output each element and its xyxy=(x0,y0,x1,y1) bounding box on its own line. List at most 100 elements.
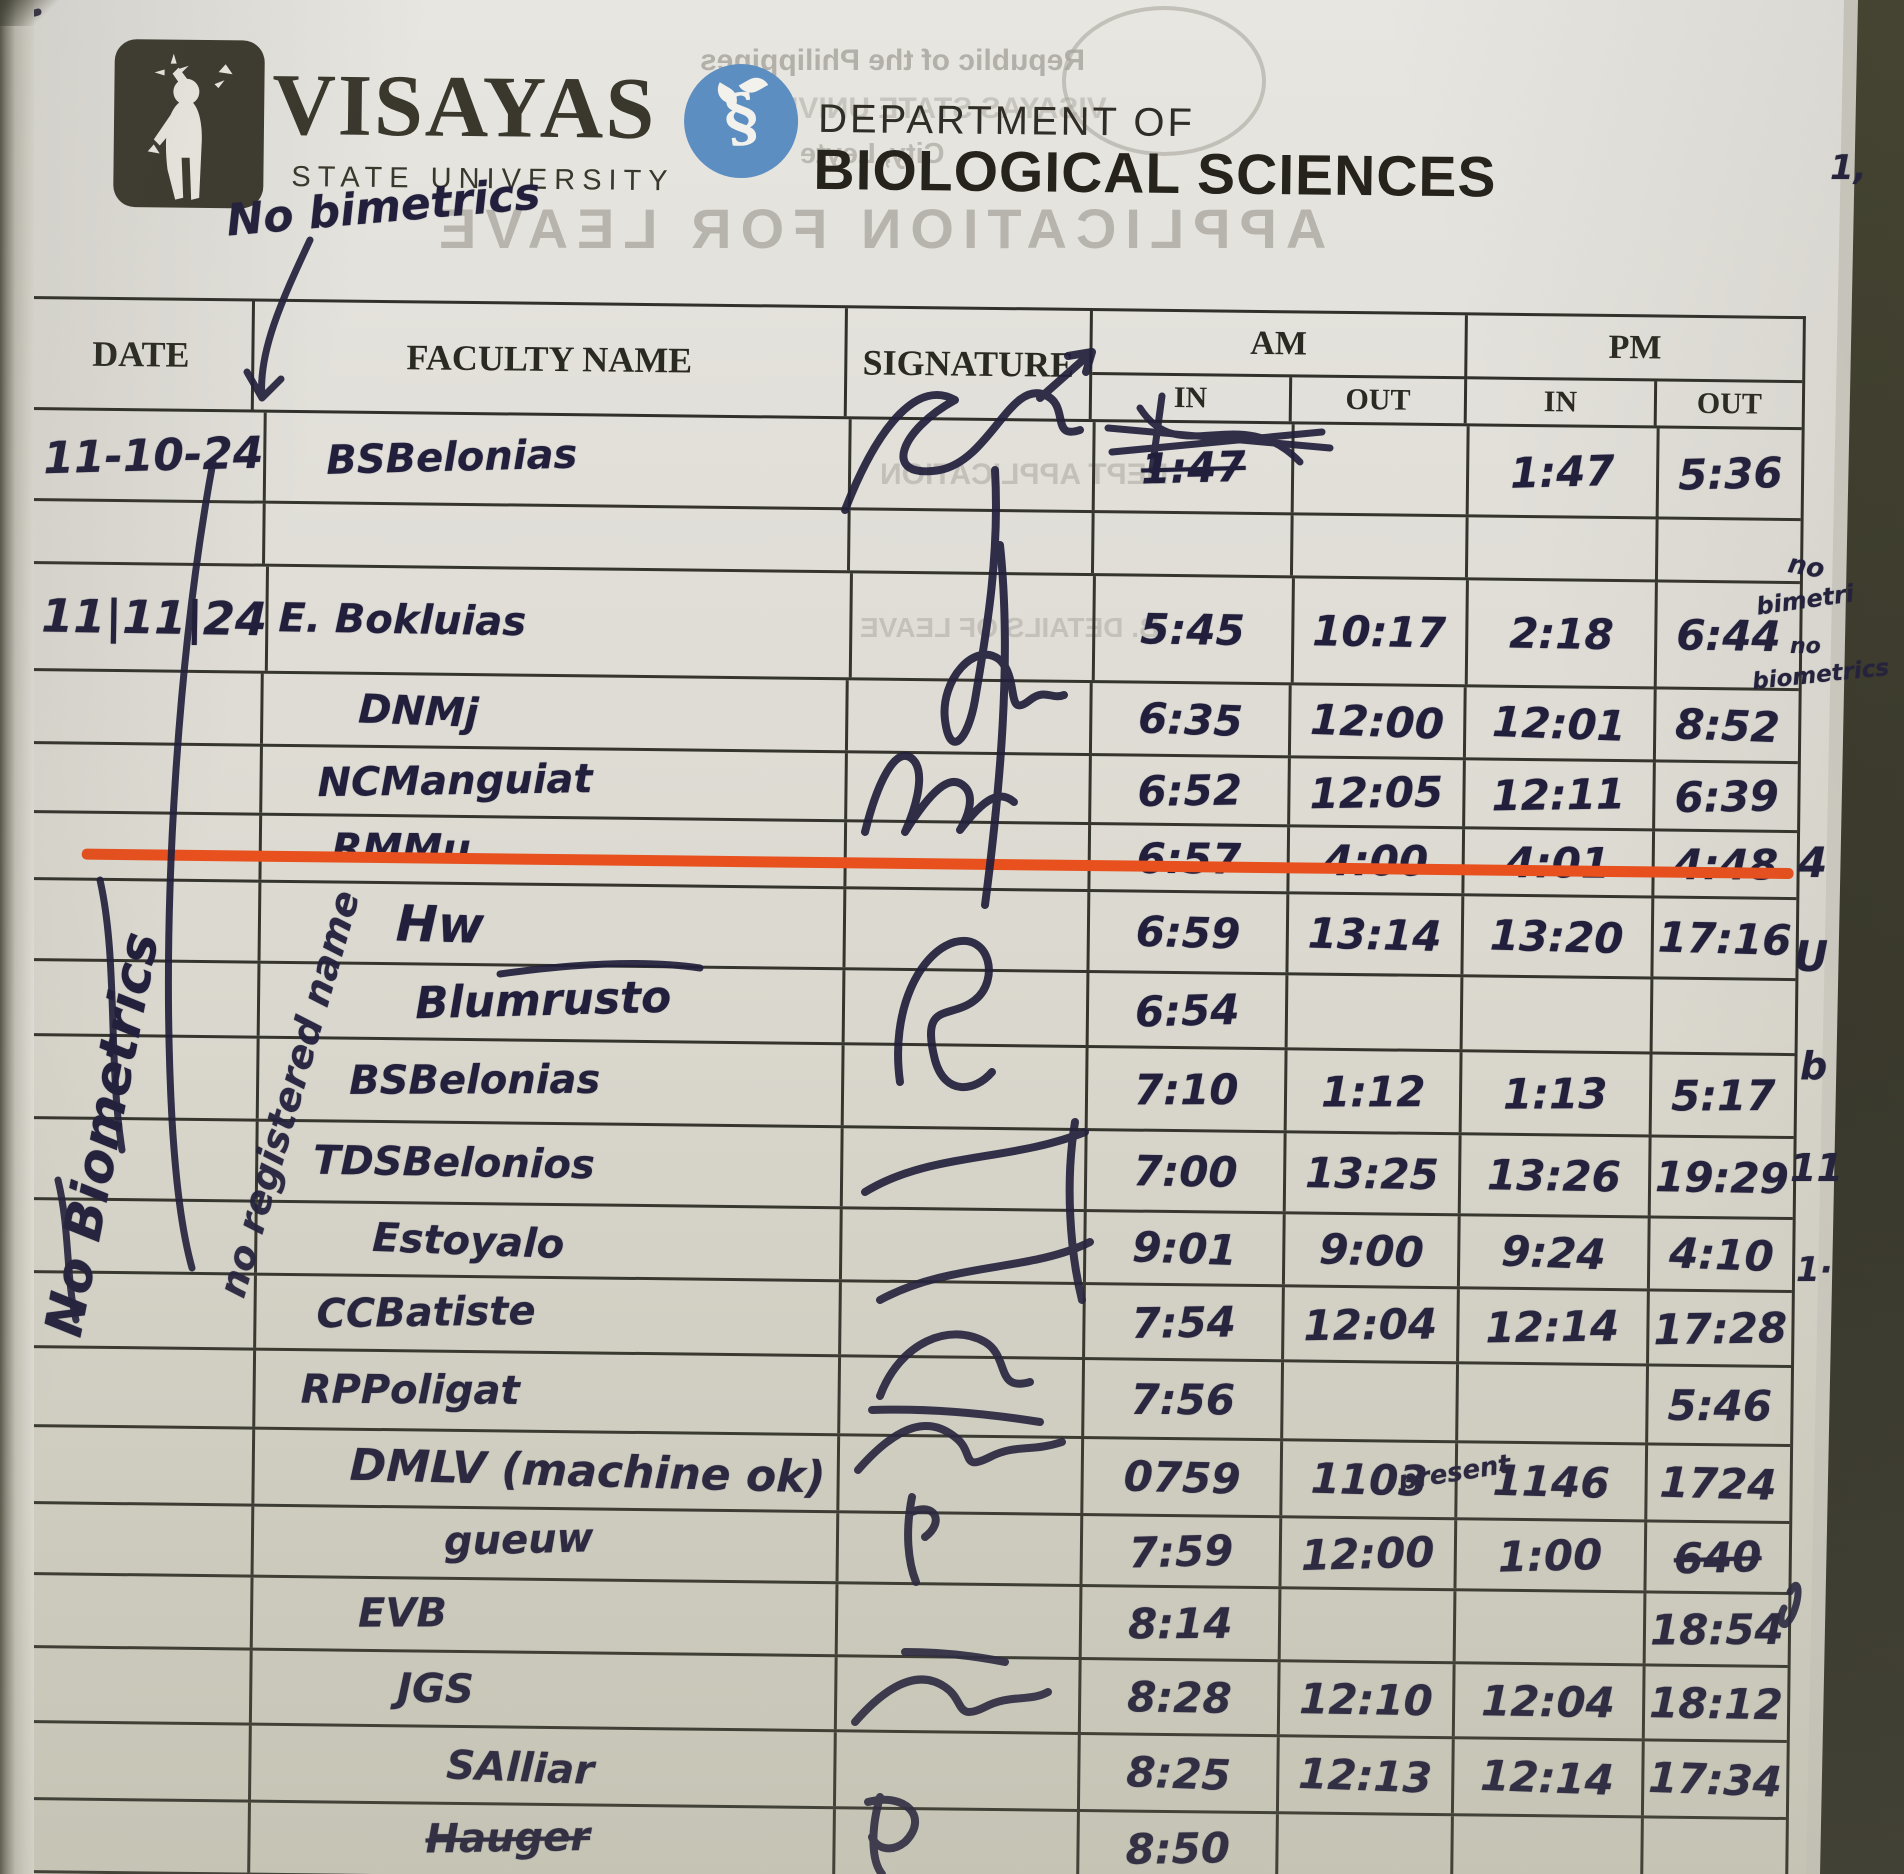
pm-out-value: 8:52 xyxy=(1673,698,1781,752)
pm-in-value: 4:01 xyxy=(1505,837,1611,888)
pm-in-cell: 12:14 xyxy=(1459,1289,1650,1364)
faculty-name-cell: Hauger xyxy=(250,1802,837,1874)
am-out-cell xyxy=(1293,424,1470,515)
am-in-cell: 7:10 xyxy=(1087,1048,1288,1131)
faculty-name-value: DNMj xyxy=(357,686,480,737)
am-in-cell: 6:54 xyxy=(1088,973,1289,1048)
pm-out-cell xyxy=(1658,519,1801,581)
signature-cell xyxy=(837,1584,1083,1658)
right-margin-note: no xyxy=(1785,549,1827,585)
faculty-name-value: Hauger xyxy=(425,1814,591,1863)
faculty-name-cell: DMLV (machine ok) xyxy=(254,1429,841,1511)
pm-out-value: 4:48 xyxy=(1673,839,1778,890)
am-out-value: 12:13 xyxy=(1297,1748,1434,1803)
signature-cell xyxy=(841,1282,1086,1358)
right-margin-mark: 11 xyxy=(1790,1146,1843,1190)
signature-cell xyxy=(838,1513,1084,1585)
right-margin-mark: U xyxy=(1794,932,1829,981)
pm-in-value: 12:14 xyxy=(1479,1750,1616,1805)
pm-in-cell xyxy=(1462,977,1654,1052)
date-cell: 11-10-24 xyxy=(28,410,267,501)
am-in-value: 1:47 xyxy=(1140,441,1247,494)
am-in-cell: 8:25 xyxy=(1079,1735,1280,1812)
am-out-cell: 12:00 xyxy=(1281,1518,1458,1589)
pm-out-cell: 4:48 xyxy=(1654,831,1797,897)
pm-in-value: 12:11 xyxy=(1491,768,1627,820)
faculty-name-cell: CCBatiste xyxy=(256,1275,843,1355)
signature-cell xyxy=(843,1128,1088,1210)
am-in-value: 6:35 xyxy=(1137,692,1244,746)
pm-out-value: 17:28 xyxy=(1653,1302,1788,1354)
am-out-cell xyxy=(1283,1362,1460,1441)
faculty-name-value: CCBatiste xyxy=(316,1288,536,1338)
signature-cell xyxy=(844,970,1090,1046)
am-in-value: 8:50 xyxy=(1124,1822,1231,1874)
pm-out-value: 1724 xyxy=(1659,1457,1778,1510)
faculty-name-value: BSBelonias xyxy=(325,431,579,484)
pm-out-cell: 5:36 xyxy=(1658,428,1801,518)
pm-in-cell xyxy=(1458,1364,1649,1443)
table-row: 11|11|24 E. Bokluias 5:45 10:17 2:18 6:4… xyxy=(26,563,1800,692)
biological-sciences-logo: § xyxy=(683,63,799,179)
am-in-cell: 5:45 xyxy=(1094,576,1295,683)
pm-out-value: 5:36 xyxy=(1677,447,1783,500)
faculty-name-cell: JGS xyxy=(251,1650,838,1730)
pm-out-cell xyxy=(1652,979,1795,1053)
pm-out-cell: 4:10 xyxy=(1650,1218,1793,1290)
right-margin-note: no xyxy=(1790,634,1821,659)
am-in-cell: 6:59 xyxy=(1089,892,1290,973)
date-cell xyxy=(14,1647,253,1723)
pm-in-cell: 1:00 xyxy=(1456,1520,1647,1591)
date-value: 11|11|24 xyxy=(40,588,268,647)
department-name: BIOLOGICAL SCIENCES xyxy=(813,137,1497,210)
date-cell xyxy=(14,1722,252,1800)
signature-cell xyxy=(836,1732,1081,1810)
pm-out-value: 18:12 xyxy=(1648,1677,1784,1729)
am-out-cell: 4:00 xyxy=(1289,827,1466,894)
pm-out-cell: 5:46 xyxy=(1648,1366,1791,1444)
pm-out-value: 5:17 xyxy=(1670,1070,1776,1120)
faculty-name-cell: RPPoligat xyxy=(255,1350,842,1434)
date-cell xyxy=(16,1503,255,1575)
faculty-name-value: RPPoligat xyxy=(300,1366,520,1414)
am-out-value: 12:10 xyxy=(1299,1673,1434,1725)
am-out-value: 13:14 xyxy=(1307,907,1443,961)
faculty-name-value: SAlliar xyxy=(445,1742,595,1794)
pm-in-value: 13:20 xyxy=(1489,910,1625,963)
col-header-am: AM xyxy=(1092,311,1468,380)
faculty-name-value: DMLV (machine ok) xyxy=(349,1439,827,1504)
pm-out-cell: 5:17 xyxy=(1651,1054,1794,1136)
pm-in-cell: 2:18 xyxy=(1467,580,1658,687)
faculty-name-cell: Estoyalo xyxy=(256,1202,843,1280)
faculty-name-cell: NCManguiat xyxy=(262,746,849,820)
pm-in-cell: 1:13 xyxy=(1461,1052,1653,1135)
pm-in-cell: 1:47 xyxy=(1468,426,1660,517)
am-out-cell: 12:13 xyxy=(1279,1737,1455,1814)
pm-in-cell xyxy=(1455,1591,1647,1664)
am-in-cell: 7:00 xyxy=(1086,1131,1287,1212)
pm-in-cell: 4:01 xyxy=(1464,829,1655,896)
am-in-value: 6:52 xyxy=(1136,764,1243,816)
am-in-value: 7:56 xyxy=(1130,1374,1236,1424)
faculty-name-cell: Blumrusto xyxy=(259,963,846,1043)
am-out-cell xyxy=(1280,1589,1457,1662)
pm-in-cell: 9:24 xyxy=(1459,1216,1651,1289)
am-in-cell: 6:52 xyxy=(1090,756,1292,825)
faculty-name-cell: gueuw xyxy=(253,1506,840,1582)
pm-out-value: 17:16 xyxy=(1657,911,1793,965)
pm-in-value: 1:47 xyxy=(1509,445,1616,498)
am-in-cell: 7:56 xyxy=(1084,1360,1285,1439)
faculty-name-value: RMMu xyxy=(331,825,471,873)
pm-in-cell: 12:01 xyxy=(1465,687,1657,760)
am-in-cell: 9:01 xyxy=(1085,1212,1286,1285)
am-out-cell: 12:10 xyxy=(1280,1662,1456,1737)
pm-out-cell: 6:39 xyxy=(1655,762,1798,830)
col-header-date: DATE xyxy=(29,299,255,410)
faculty-name-value: E. Bokluias xyxy=(278,595,527,646)
date-cell xyxy=(15,1574,254,1648)
faculty-name-cell: BSBelonias xyxy=(265,412,853,508)
am-in-cell: 0759 xyxy=(1083,1439,1284,1516)
signature-cell xyxy=(842,1209,1087,1283)
pm-out-cell: 17:28 xyxy=(1649,1291,1792,1365)
university-name: VISAYAS xyxy=(271,56,657,159)
